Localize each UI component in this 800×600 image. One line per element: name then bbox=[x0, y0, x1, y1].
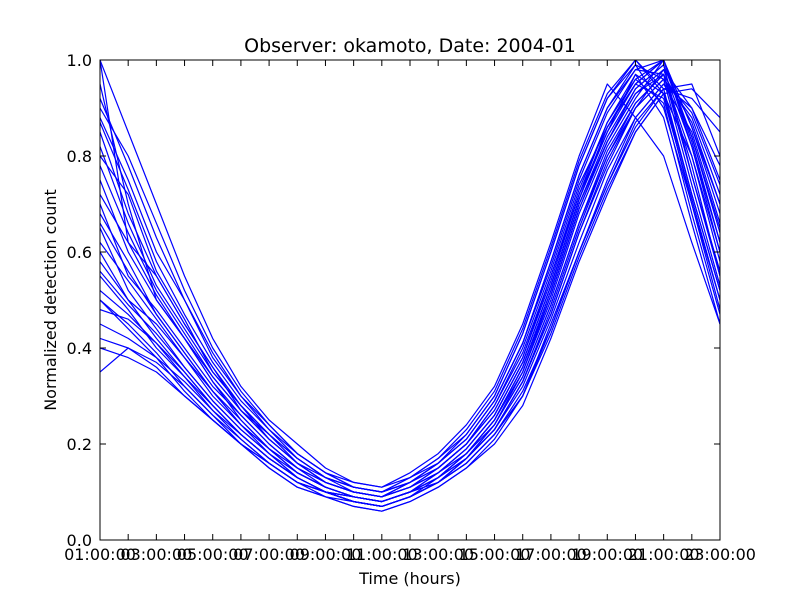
x-tick-label-22: 23:00:00 bbox=[684, 545, 756, 564]
series-line-27 bbox=[100, 73, 720, 498]
x-tick-label-10: 11:00:00 bbox=[346, 545, 418, 564]
x-tick-label-16: 17:00:00 bbox=[515, 545, 587, 564]
x-tick-label-18: 19:00:00 bbox=[571, 545, 643, 564]
series-line-30 bbox=[100, 68, 720, 493]
chart-title: Observer: okamoto, Date: 2004-01 bbox=[244, 35, 576, 57]
x-tick-label-20: 21:00:00 bbox=[628, 545, 700, 564]
y-axis-label: Normalized detection count bbox=[41, 189, 60, 411]
ticks-layer: 01:00:0003:00:0005:00:0007:00:0009:00:00… bbox=[64, 51, 756, 564]
series-layer bbox=[100, 60, 720, 512]
series-line-28 bbox=[100, 64, 720, 503]
y-tick-label-3: 0.6 bbox=[67, 243, 92, 262]
x-tick-label-14: 15:00:00 bbox=[459, 545, 531, 564]
series-line-29 bbox=[100, 88, 720, 512]
x-tick-label-0: 01:00:00 bbox=[64, 545, 136, 564]
y-tick-label-1: 0.2 bbox=[67, 435, 92, 454]
x-tick-label-2: 03:00:00 bbox=[120, 545, 192, 564]
x-tick-label-12: 13:00:00 bbox=[402, 545, 474, 564]
y-tick-label-2: 0.4 bbox=[67, 339, 92, 358]
x-tick-label-8: 09:00:00 bbox=[290, 545, 362, 564]
y-tick-label-4: 0.8 bbox=[67, 147, 92, 166]
x-axis-label: Time (hours) bbox=[358, 569, 461, 588]
x-tick-label-4: 05:00:00 bbox=[177, 545, 249, 564]
x-tick-label-6: 07:00:00 bbox=[233, 545, 305, 564]
y-tick-label-5: 1.0 bbox=[67, 51, 92, 70]
series-line-21 bbox=[100, 64, 720, 493]
y-tick-label-0: 0.0 bbox=[67, 531, 92, 550]
series-line-26 bbox=[100, 78, 720, 507]
